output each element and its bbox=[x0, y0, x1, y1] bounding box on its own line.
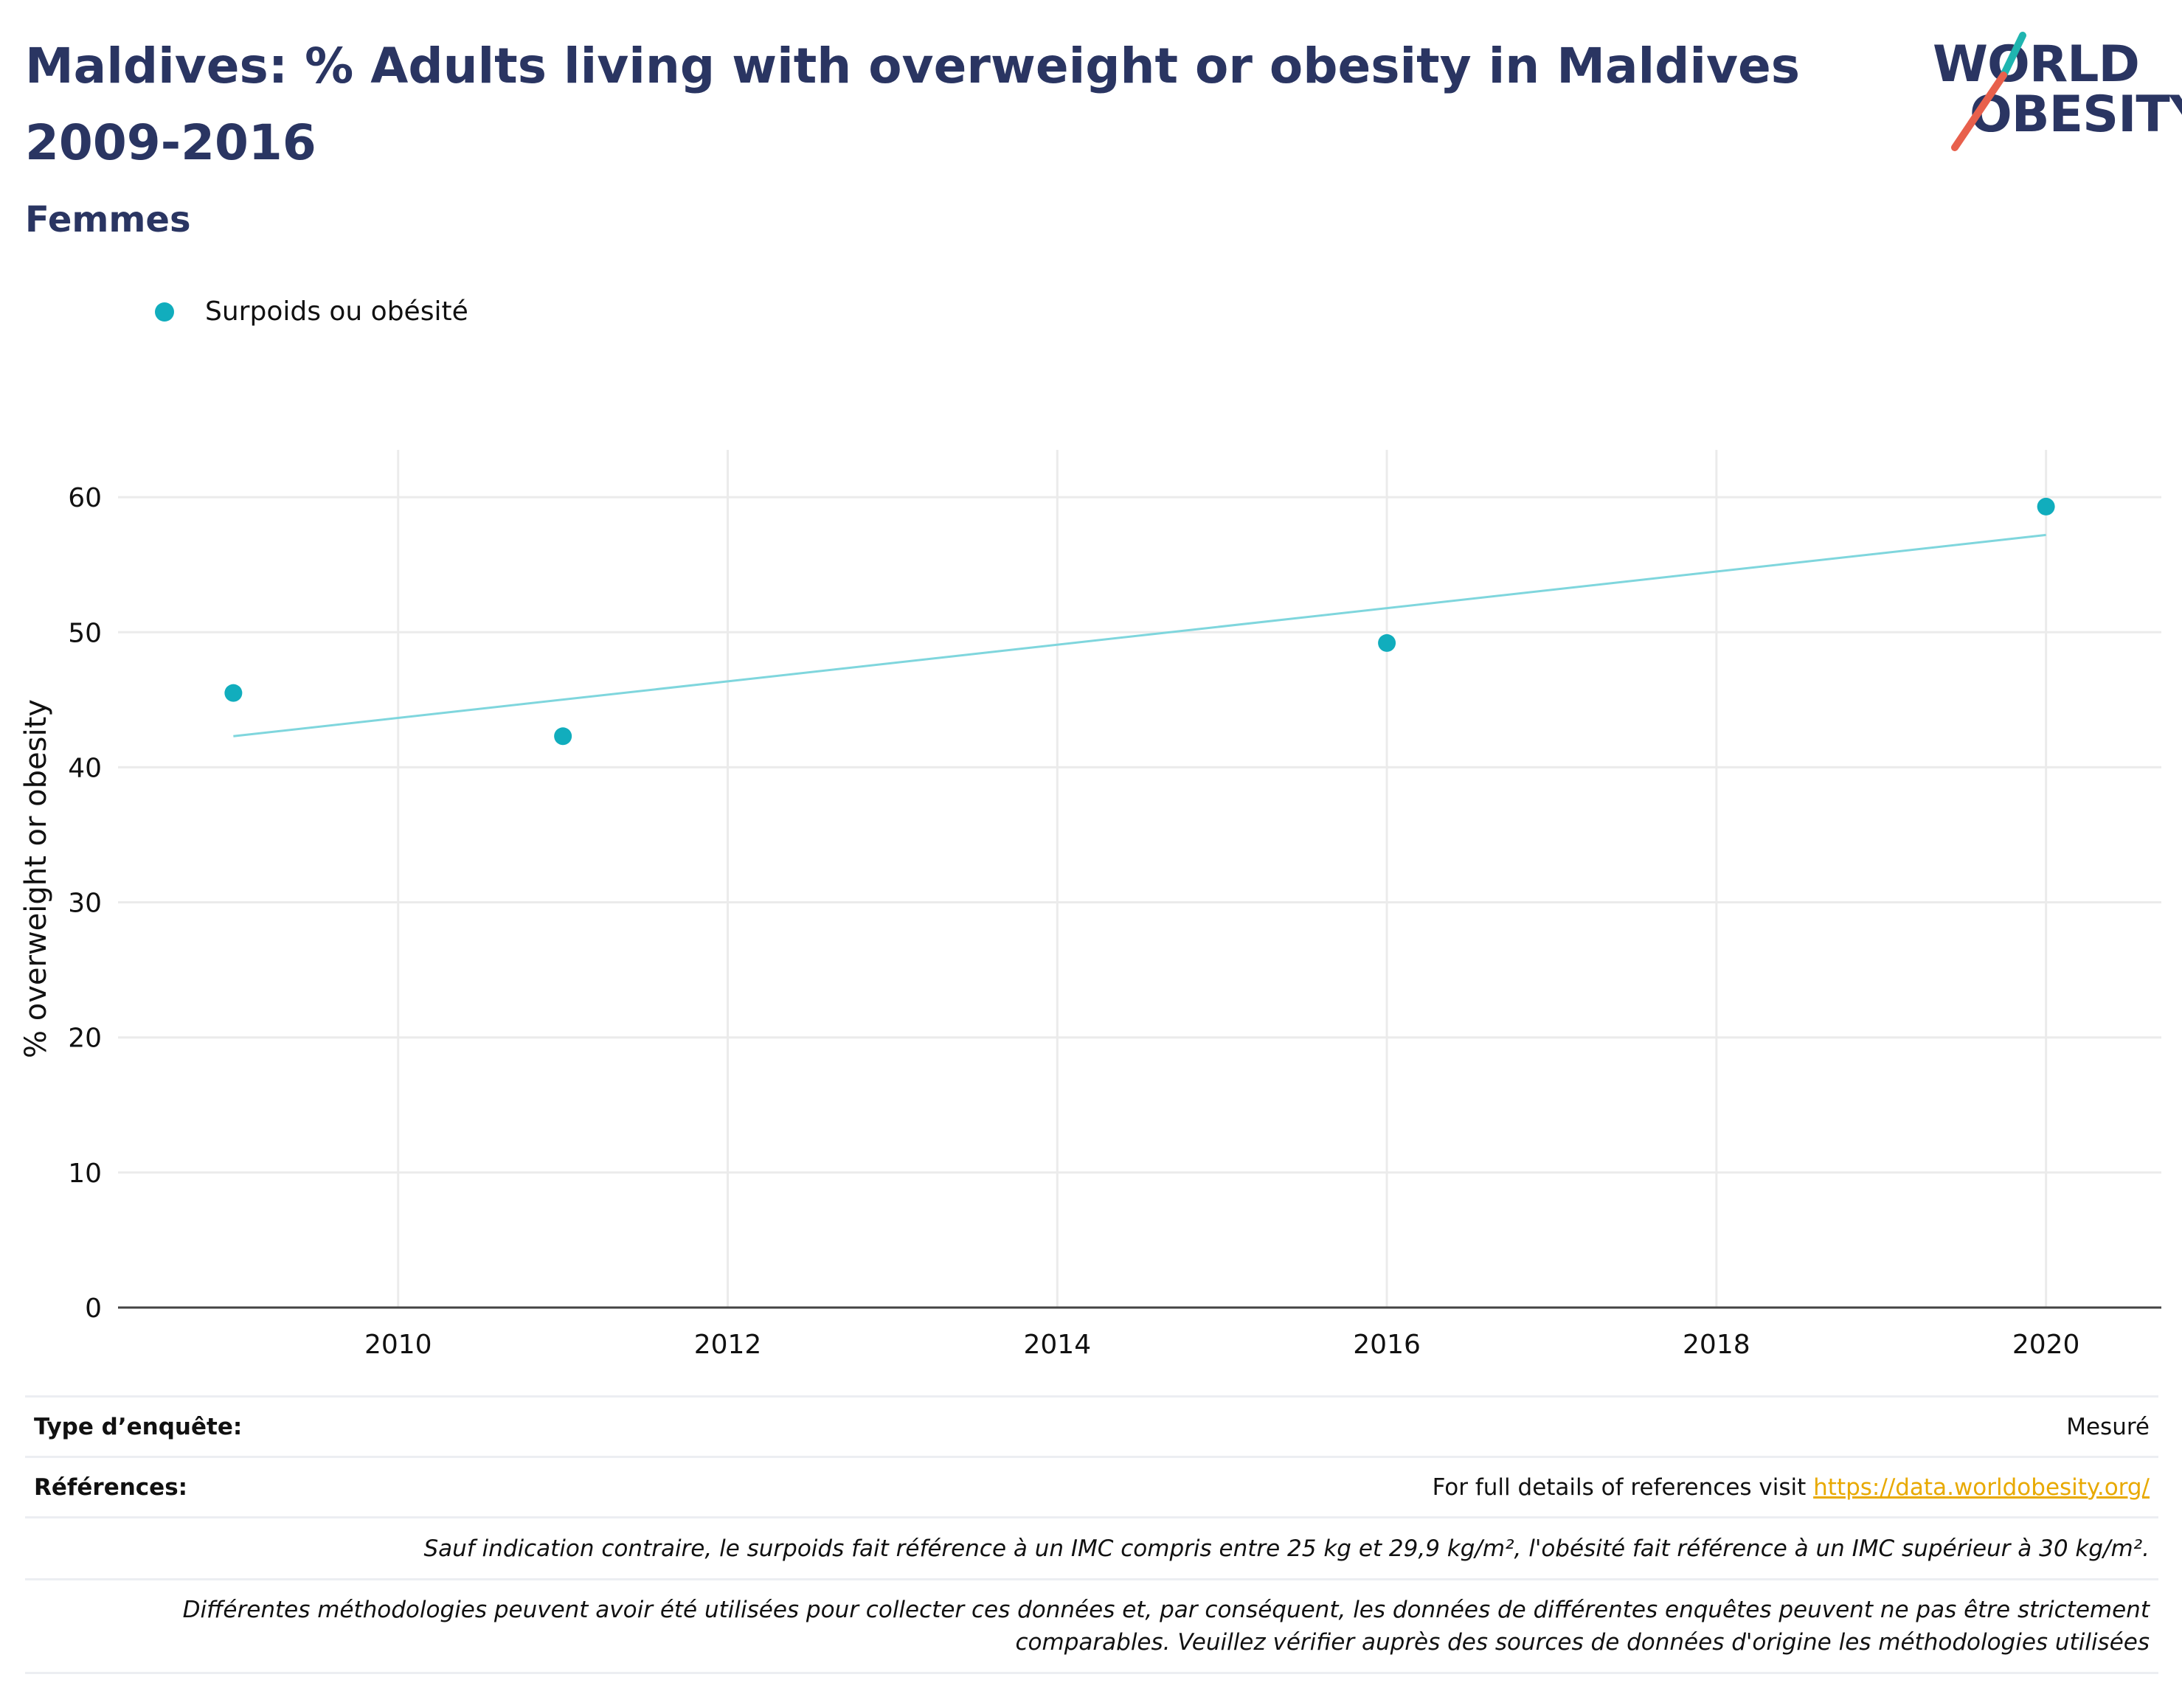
y-tick-label: 20 bbox=[68, 1024, 102, 1054]
references-link[interactable]: https://data.worldobesity.org/ bbox=[1813, 1473, 2150, 1501]
x-tick-label: 2018 bbox=[1683, 1330, 1750, 1360]
survey-type-label: Type d’enquête: bbox=[34, 1413, 243, 1440]
logo-slash-icon bbox=[1951, 32, 2026, 151]
trendline bbox=[233, 533, 2046, 737]
chart-title: Maldives: % Adults living with overweigh… bbox=[25, 38, 1801, 171]
methodology-note-line2: comparables. Veuillez vérifier auprès de… bbox=[1015, 1629, 2150, 1656]
data-point bbox=[1378, 633, 1396, 652]
x-tick-labels: 2010 2012 2014 2016 2018 2020 bbox=[364, 1330, 2079, 1360]
logo-text-world: WORLD bbox=[1933, 35, 2140, 94]
references-row: Références: For full details of referenc… bbox=[25, 1456, 2158, 1516]
data-points bbox=[224, 497, 2055, 746]
legend-label: Surpoids ou obésité bbox=[205, 296, 468, 327]
y-tick-labels: 0 10 20 30 40 50 60 bbox=[68, 483, 102, 1324]
methodology-note-row: Différentes méthodologies peuvent avoir … bbox=[25, 1578, 2158, 1674]
x-tick-label: 2010 bbox=[364, 1330, 432, 1360]
references-text: For full details of references visit bbox=[1432, 1473, 1814, 1501]
world-obesity-logo: WORLD OBESITY bbox=[1925, 22, 2182, 155]
survey-type-row: Type d’enquête: Mesuré bbox=[25, 1395, 2158, 1456]
x-tick-label: 2012 bbox=[694, 1330, 762, 1360]
x-tick-label: 2014 bbox=[1023, 1330, 1091, 1360]
data-point bbox=[224, 684, 243, 702]
footer-table: Type d’enquête: Mesuré Références: For f… bbox=[25, 1395, 2158, 1674]
y-tick-label: 60 bbox=[68, 483, 102, 513]
legend: Surpoids ou obésité bbox=[155, 296, 468, 327]
y-tick-label: 10 bbox=[68, 1159, 102, 1189]
references-value: For full details of references visit htt… bbox=[1433, 1474, 2150, 1501]
bmi-note: Sauf indication contraire, le surpoids f… bbox=[423, 1535, 2150, 1562]
logo-text-obesity: OBESITY bbox=[1970, 86, 2182, 144]
chart-subtitle: Femmes bbox=[25, 199, 191, 240]
data-point bbox=[2037, 497, 2055, 515]
survey-type-value: Mesuré bbox=[2066, 1413, 2150, 1440]
data-point bbox=[554, 727, 572, 746]
bmi-note-row: Sauf indication contraire, le surpoids f… bbox=[25, 1516, 2158, 1578]
methodology-note-line1: Différentes méthodologies peuvent avoir … bbox=[182, 1597, 2150, 1623]
y-tick-label: 50 bbox=[68, 618, 102, 648]
legend-marker bbox=[155, 302, 174, 322]
grid-lines bbox=[118, 450, 2161, 1309]
references-label: Références: bbox=[34, 1473, 188, 1501]
trend-line bbox=[233, 533, 2046, 737]
x-tick-label: 2016 bbox=[1353, 1330, 1421, 1360]
x-tick-label: 2020 bbox=[2012, 1330, 2080, 1360]
y-tick-label: 30 bbox=[68, 889, 102, 919]
scatter-chart: 2010 2012 2014 2016 2018 2020 0 10 20 30 40 50 60 %… bbox=[19, 450, 2161, 1360]
y-tick-label: 0 bbox=[85, 1294, 102, 1324]
y-tick-label: 40 bbox=[68, 753, 102, 783]
y-axis-title: % overweight or obesity bbox=[19, 699, 53, 1058]
